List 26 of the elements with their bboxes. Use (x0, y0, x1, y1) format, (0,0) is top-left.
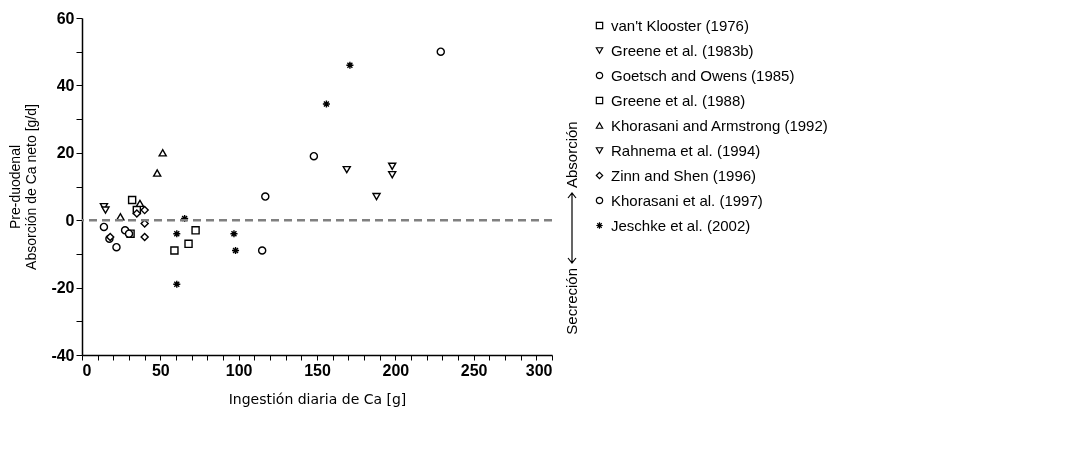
text: Secreción (563, 268, 580, 335)
y-tick-label: 20 (56, 144, 75, 162)
y-tick-label: 0 (65, 211, 75, 229)
x-tick-label: 150 (304, 361, 331, 379)
x-tick-label: 100 (225, 361, 253, 379)
x-tick-label: 0 (82, 361, 92, 379)
y-tick-label: 60 (56, 9, 75, 27)
x-axis-title: Ingestión diaria de Ca [g] (228, 390, 407, 407)
y-axis-title: Pre-duodenal Absorción de Ca neto [g/d] (7, 104, 40, 270)
text: Absorción (563, 121, 580, 188)
x-tick-label: 50 (151, 361, 170, 379)
y-tick-label: -20 (51, 279, 75, 297)
legend-label: Greene et al. (1988) (611, 91, 746, 109)
legend-label: van't Klooster (1976) (611, 16, 749, 34)
x-tick-label: 250 (460, 361, 488, 379)
legend-label: Greene et al. (1983b) (611, 41, 754, 59)
legend-label: Khorasani and Armstrong (1992) (611, 116, 828, 134)
x-tick-label: 200 (382, 361, 410, 379)
legend-label: Khorasani et al. (1997) (611, 191, 763, 209)
x-tick-label: 300 (525, 361, 553, 379)
legend-label: Jeschke et al. (2002) (611, 216, 751, 234)
y-tick-label: -40 (51, 346, 75, 364)
legend-label: Zinn and Shen (1996) (611, 166, 757, 184)
legend-label: Goetsch and Owens (1985) (611, 66, 795, 84)
y-tick-label: 40 (56, 76, 75, 94)
legend-label: Rahnema et al. (1994) (611, 141, 761, 159)
